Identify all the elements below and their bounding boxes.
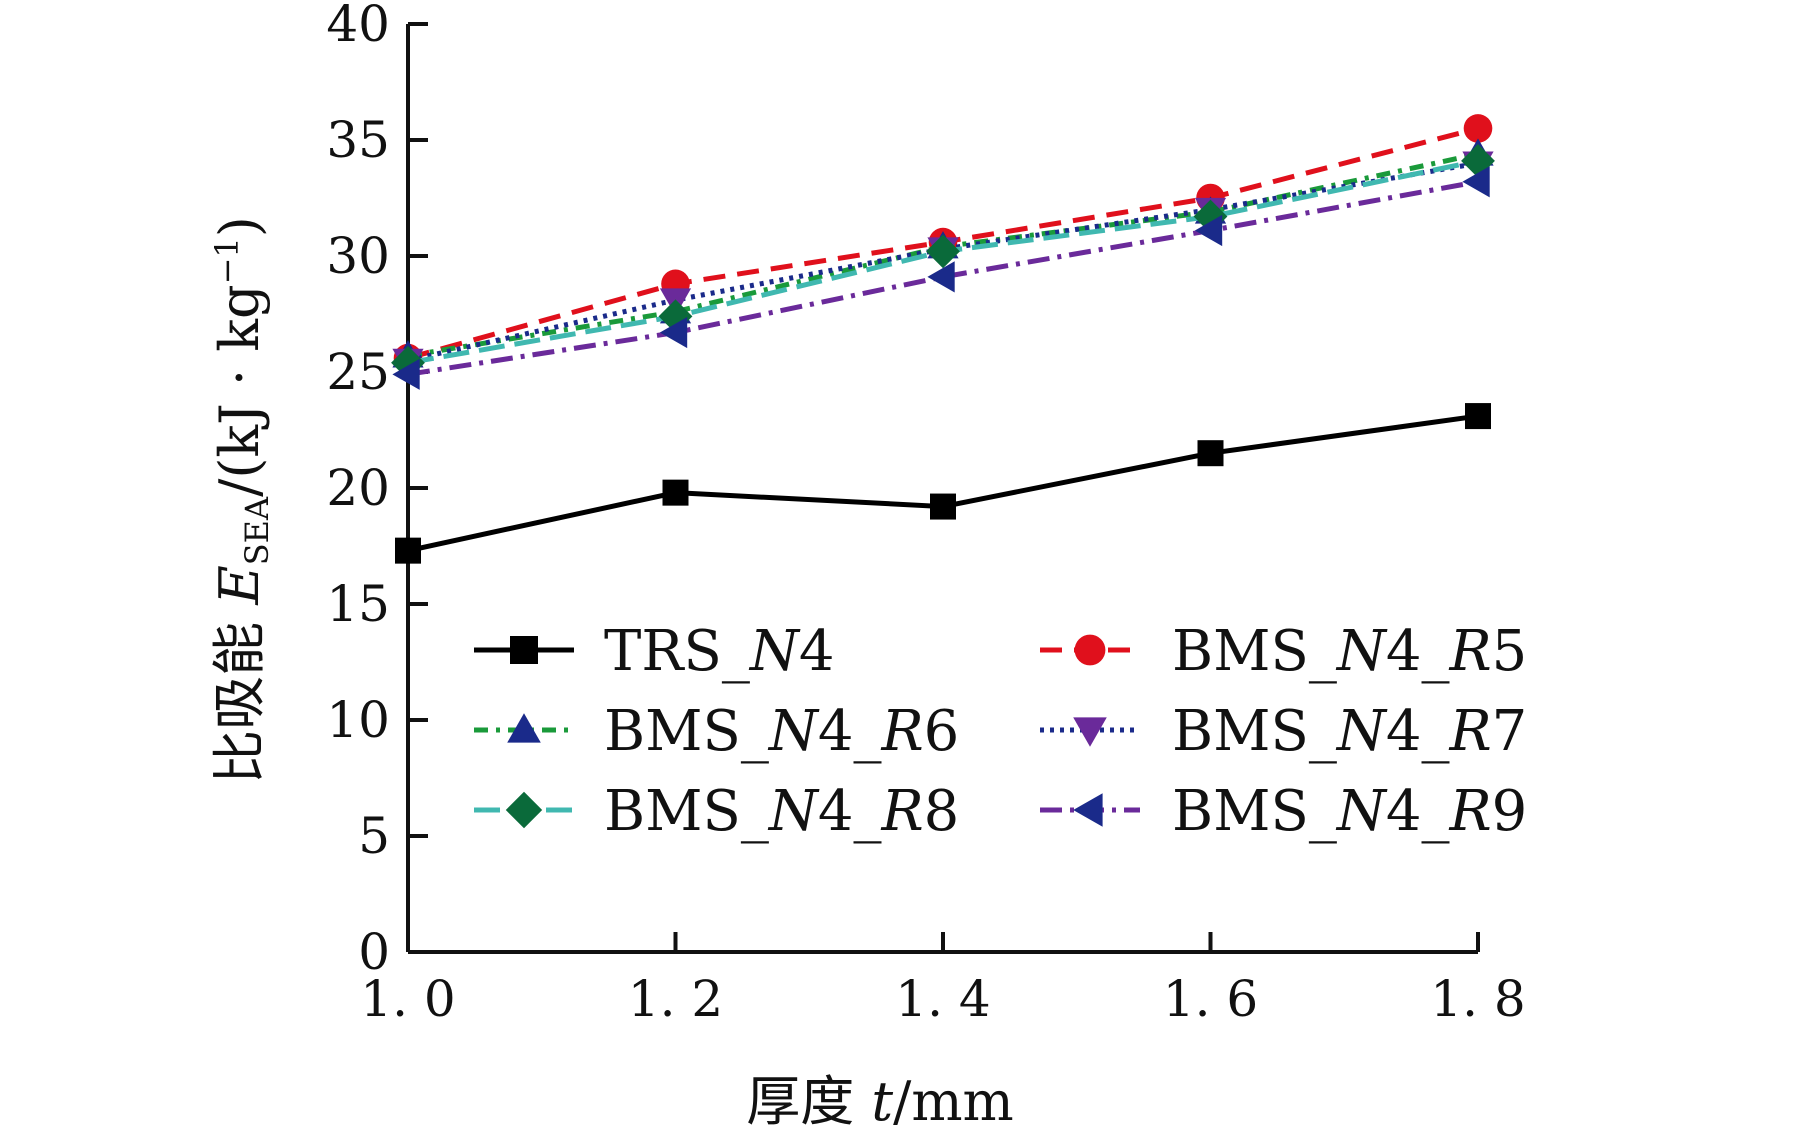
legend-item: BMS_N4_R7	[1040, 699, 1527, 764]
data-point	[1197, 440, 1224, 467]
y-tick-label: 35	[326, 111, 390, 169]
legend-label-part: BMS_	[1172, 699, 1337, 764]
legend-label-part: TRS_	[604, 619, 750, 684]
x-tick-label: 1. 2	[628, 970, 723, 1028]
series-line	[407, 160, 1479, 363]
legend-label-part: N	[1335, 699, 1388, 764]
x-tick-label: 1. 0	[360, 970, 455, 1028]
legend-label-part: N	[748, 619, 801, 684]
legend-label-part: 8	[924, 779, 960, 844]
y-tick-label: 15	[326, 575, 390, 633]
y-tick-label: 5	[358, 807, 390, 865]
legend-label-part: BMS_	[604, 779, 769, 844]
data-point	[1194, 214, 1223, 247]
y-axis-title-superscript: −1	[208, 237, 246, 284]
legend-label-part: 4_	[818, 779, 882, 844]
legend-label-part: 5	[1492, 619, 1528, 684]
legend-label-part: 4_	[1386, 619, 1450, 684]
y-axis-title: 比吸能 ESEA/(kJ · kg−1)	[208, 216, 276, 784]
x-axis-title-variable: t	[871, 1070, 893, 1132]
legend-label-part: R	[881, 699, 924, 764]
y-tick-label: 20	[326, 459, 390, 517]
legend-label: BMS_N4_R8	[604, 779, 959, 844]
y-tick-label: 10	[326, 691, 390, 749]
y-tick-label: 25	[326, 343, 390, 401]
legend-label-part: 4	[799, 619, 835, 684]
legend-marker	[1073, 793, 1103, 827]
legend-label-part: N	[1335, 779, 1388, 844]
x-tick-label: 1. 4	[895, 970, 990, 1028]
legend-item: BMS_N4_R6	[474, 699, 959, 764]
y-axis-title-unit-a: /(kJ · kg	[208, 284, 271, 496]
legend-item: BMS_N4_R5	[1040, 619, 1527, 684]
legend-label-part: 7	[1492, 699, 1528, 764]
data-point	[659, 316, 688, 349]
legend-label-part: R	[1449, 779, 1492, 844]
data-point	[658, 299, 693, 334]
y-tick-label: 30	[326, 227, 390, 285]
legend-label-part: R	[1449, 619, 1492, 684]
data-point	[1461, 143, 1495, 178]
legend-marker	[505, 791, 543, 829]
data-point	[1465, 403, 1491, 430]
legend-marker	[510, 636, 538, 664]
legend-label-part: N	[1335, 619, 1388, 684]
legend-label-part: N	[767, 779, 820, 844]
series-trs_n4	[395, 403, 1491, 564]
legend-item: BMS_N4_R9	[1040, 779, 1527, 844]
legend-label: BMS_N4_R7	[1172, 699, 1527, 764]
legend-label-part: 4_	[1386, 779, 1450, 844]
data-point	[927, 261, 955, 293]
legend-label-part: 4_	[1386, 699, 1450, 764]
legend-item: BMS_N4_R8	[474, 779, 959, 844]
legend-label: BMS_N4_R5	[1172, 619, 1527, 684]
data-point	[392, 358, 420, 390]
data-point	[1463, 114, 1493, 143]
legend-label-part: BMS_	[1172, 619, 1337, 684]
y-axis-title-unit-b: )	[208, 216, 271, 237]
data-point	[926, 234, 960, 269]
legend-label: TRS_N4	[604, 619, 835, 684]
y-axis-title-subscript: SEA	[238, 496, 276, 565]
data-point	[1462, 166, 1490, 198]
legend-label-part: 4_	[818, 699, 882, 764]
legend-marker	[1074, 634, 1106, 666]
y-tick-label: 0	[358, 923, 390, 981]
y-tick-label: 40	[326, 0, 390, 53]
legend-label-part: R	[1449, 699, 1492, 764]
data-point	[662, 479, 689, 506]
legend-label-part: 6	[924, 699, 960, 764]
legend-label-part: BMS_	[604, 699, 769, 764]
legend-label-part: 9	[1492, 779, 1528, 844]
series-bms_n4_r9	[392, 166, 1490, 390]
series-line	[407, 413, 1479, 554]
x-axis-title-prefix: 厚度	[746, 1070, 871, 1132]
x-axis-title: 厚度 t/mm	[746, 1070, 1013, 1132]
legend-item: TRS_N4	[474, 619, 835, 684]
data-point	[395, 537, 421, 564]
legend-label: BMS_N4_R6	[604, 699, 959, 764]
y-axis-title-variable: E	[208, 565, 271, 605]
x-axis-title-suffix: /mm	[893, 1070, 1014, 1132]
legend-label-part: R	[881, 779, 924, 844]
series-line	[407, 179, 1479, 377]
series-bms_n4_r8	[391, 143, 1495, 380]
legend-label: BMS_N4_R9	[1172, 779, 1527, 844]
x-tick-label: 1. 6	[1163, 970, 1258, 1028]
x-tick-label: 1. 8	[1430, 970, 1525, 1028]
y-axis-title-prefix: 比吸能	[208, 605, 271, 784]
legend-label-part: BMS_	[1172, 779, 1337, 844]
legend-label-part: N	[767, 699, 820, 764]
data-point	[930, 493, 956, 520]
legend-marker	[1073, 717, 1107, 747]
legend-marker	[507, 713, 541, 743]
